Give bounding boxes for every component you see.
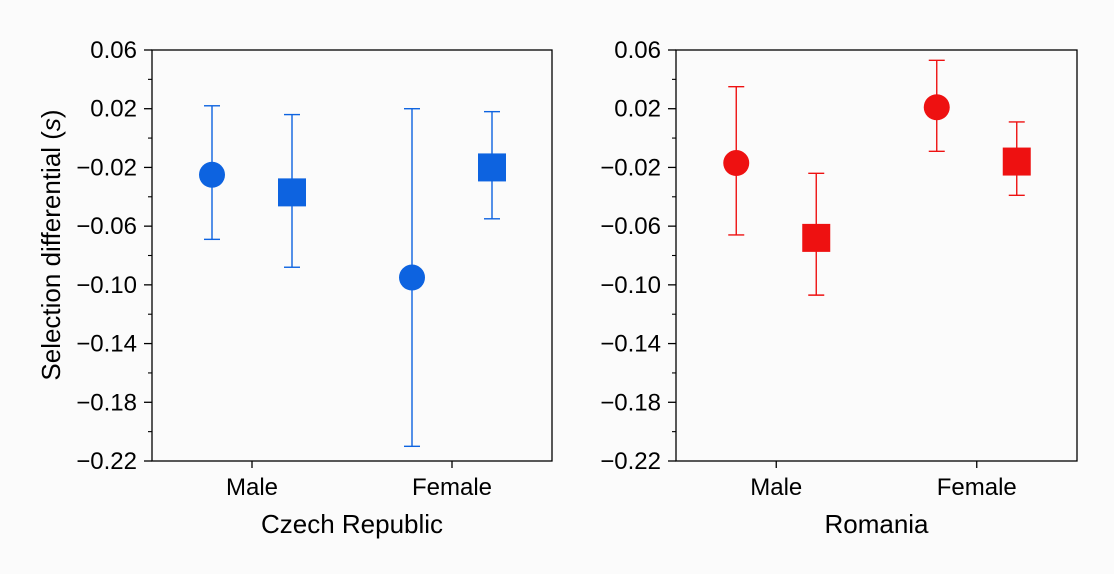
y-tick-label: −0.14 [600, 331, 661, 358]
panel-czech-republic: 0.06 0.02 −0.02 −0.06 −0.10 −0.14 −0.18 −0.22 Ma… [76, 37, 553, 539]
y-tick-label: −0.22 [76, 448, 137, 475]
y-axis-title-symbol: s [36, 118, 66, 131]
data-point-square [478, 153, 506, 182]
x-axis-title: Czech Republic [261, 509, 443, 539]
data-point-circle [923, 94, 950, 121]
x-category-label: Female [937, 474, 1017, 501]
data-point-circle [199, 161, 225, 188]
x-category-label: Male [750, 474, 802, 501]
x-category-label: Female [412, 474, 492, 501]
x-axis-title: Romania [824, 509, 929, 539]
y-tick-label: 0.02 [614, 96, 661, 123]
y-tick-label: 0.06 [614, 37, 661, 64]
y-tick-label: −0.18 [600, 389, 661, 416]
y-axis-title: Selection differential (s) [36, 109, 66, 380]
data-point-square [802, 223, 831, 252]
data-point-square [278, 178, 306, 207]
y-tick-label: −0.02 [600, 154, 661, 181]
y-tick-label: −0.14 [76, 331, 137, 358]
panel-romania: 0.06 0.02 −0.02 −0.06 −0.10 −0.14 −0.18 −0.22 Ma… [600, 37, 1078, 539]
y-tick-label: 0.02 [90, 96, 137, 123]
y-tick-label: −0.22 [600, 448, 661, 475]
y-tick-label: −0.06 [76, 213, 137, 240]
y-axis-title-close: ) [36, 109, 66, 118]
x-category-label: Male [226, 474, 278, 501]
data-point-circle [723, 150, 750, 177]
y-tick-label: −0.02 [76, 154, 137, 181]
y-tick-label: −0.10 [76, 272, 137, 299]
y-tick-label: −0.06 [600, 213, 661, 240]
y-tick-label: 0.06 [90, 37, 137, 64]
data-point-circle [399, 264, 425, 291]
data-point-square [1002, 147, 1031, 176]
y-axis-title-main: Selection differential ( [36, 131, 66, 381]
y-tick-label: −0.18 [76, 389, 137, 416]
y-tick-label: −0.10 [600, 272, 661, 299]
